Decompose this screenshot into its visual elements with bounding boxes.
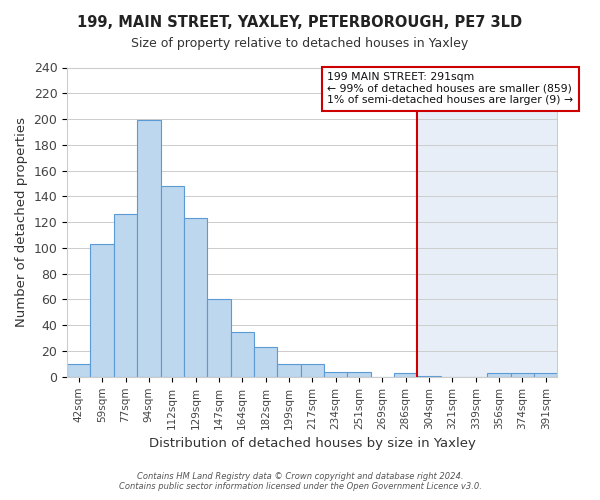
Text: Contains HM Land Registry data © Crown copyright and database right 2024.
Contai: Contains HM Land Registry data © Crown c… [119,472,481,491]
Bar [534,373,557,377]
Bar [511,373,534,377]
Bar [137,120,161,377]
Bar [254,347,277,377]
Bar [347,372,371,377]
Bar [161,186,184,377]
Bar [487,373,511,377]
Bar [91,244,114,377]
Bar [114,214,137,377]
Bar [418,376,440,377]
Bar [324,372,347,377]
Bar [418,68,557,377]
Text: 199 MAIN STREET: 291sqm
← 99% of detached houses are smaller (859)
1% of semi-de: 199 MAIN STREET: 291sqm ← 99% of detache… [327,72,573,106]
Bar [301,364,324,377]
Bar [277,364,301,377]
Bar [230,332,254,377]
Bar [184,218,207,377]
Bar [394,373,418,377]
Y-axis label: Number of detached properties: Number of detached properties [15,117,28,327]
Bar [67,364,91,377]
Text: Size of property relative to detached houses in Yaxley: Size of property relative to detached ho… [131,38,469,51]
Bar [207,300,230,377]
X-axis label: Distribution of detached houses by size in Yaxley: Distribution of detached houses by size … [149,437,476,450]
Text: 199, MAIN STREET, YAXLEY, PETERBOROUGH, PE7 3LD: 199, MAIN STREET, YAXLEY, PETERBOROUGH, … [77,15,523,30]
Bar [67,68,418,377]
